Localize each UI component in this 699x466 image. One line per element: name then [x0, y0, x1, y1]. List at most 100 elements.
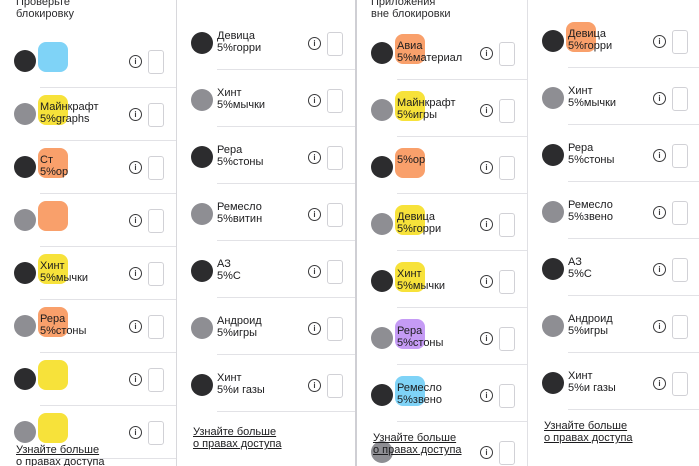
info-icon[interactable]: i — [129, 373, 142, 386]
list-item[interactable]: АЗ 5%С i — [528, 242, 699, 296]
list-item[interactable]: i — [0, 405, 176, 459]
list-item[interactable]: i — [0, 34, 176, 88]
info-icon[interactable]: i — [129, 214, 142, 227]
column-4: Девица 5%горри i Хинт 5%мычки i Рерa 5%стоны… — [527, 0, 699, 466]
toggle-switch[interactable] — [672, 30, 688, 54]
list-item[interactable]: Хинт 5%и газы i — [177, 358, 355, 412]
toggle-switch[interactable] — [499, 213, 515, 237]
info-icon[interactable]: i — [480, 389, 493, 402]
list-item[interactable]: Девица 5%горри i — [357, 197, 527, 251]
toggle-switch[interactable] — [148, 421, 164, 445]
toggle-switch[interactable] — [148, 262, 164, 286]
info-icon[interactable]: i — [480, 446, 493, 459]
info-icon[interactable]: i — [308, 208, 321, 221]
info-icon[interactable]: i — [129, 108, 142, 121]
toggle-switch[interactable] — [327, 317, 343, 341]
list-item[interactable]: Хинт 5%и газы i — [528, 356, 699, 410]
toggle-switch[interactable] — [327, 32, 343, 56]
info-icon[interactable]: i — [308, 379, 321, 392]
list-item[interactable]: Ремесло 5%звено i — [528, 185, 699, 239]
toggle-switch[interactable] — [148, 315, 164, 339]
info-icon[interactable]: i — [480, 332, 493, 345]
info-icon[interactable]: i — [480, 104, 493, 117]
list-item[interactable]: Андроид 5%игры i — [528, 299, 699, 353]
info-icon[interactable]: i — [129, 426, 142, 439]
info-icon[interactable]: i — [653, 149, 666, 162]
toggle-switch[interactable] — [148, 156, 164, 180]
list-item[interactable]: Хинт 5%мычки i — [0, 246, 176, 300]
info-icon[interactable]: i — [480, 47, 493, 60]
list-item[interactable]: Ремесло 5%витин i — [177, 187, 355, 241]
toggle-switch[interactable] — [499, 156, 515, 180]
toggle-switch[interactable] — [148, 103, 164, 127]
app-icon — [395, 262, 425, 292]
toggle-switch[interactable] — [327, 374, 343, 398]
list-item[interactable]: Девица 5%горри i — [177, 16, 355, 70]
toggle-switch[interactable] — [672, 201, 688, 225]
info-icon[interactable]: i — [480, 275, 493, 288]
toggle-switch[interactable] — [148, 368, 164, 392]
info-icon[interactable]: i — [480, 161, 493, 174]
list-item[interactable]: Майнкрафт 5%игры i — [357, 83, 527, 137]
permissions-link[interactable]: Узнайте больше о правах доступа — [193, 426, 282, 450]
list-item[interactable]: Девица 5%горри i — [528, 14, 699, 68]
toggle-switch[interactable] — [327, 260, 343, 284]
list-item[interactable]: Рерa 5%стоны i — [177, 130, 355, 184]
list-item[interactable]: Ст 5%ор i — [0, 140, 176, 194]
toggle-switch[interactable] — [499, 270, 515, 294]
divider — [568, 409, 699, 410]
info-icon[interactable]: i — [308, 37, 321, 50]
list-item[interactable]: Хинт 5%мычки i — [528, 71, 699, 125]
toggle-switch[interactable] — [499, 441, 515, 465]
list-item[interactable]: i — [0, 193, 176, 247]
toggle-switch[interactable] — [672, 372, 688, 396]
list-item[interactable]: Андроид 5%игры i — [177, 301, 355, 355]
list-item[interactable]: Рерa 5%стоны i — [528, 128, 699, 182]
toggle-switch[interactable] — [499, 327, 515, 351]
info-icon[interactable]: i — [653, 377, 666, 390]
list-item[interactable]: 5%ор i — [357, 140, 527, 194]
permissions-link[interactable]: Узнайте больше о правах доступа — [16, 444, 105, 466]
info-icon[interactable]: i — [129, 320, 142, 333]
permissions-link[interactable]: Узнайте больше о правах доступа — [544, 420, 633, 444]
toggle-switch[interactable] — [672, 87, 688, 111]
toggle-switch[interactable] — [499, 99, 515, 123]
info-icon[interactable]: i — [308, 265, 321, 278]
info-icon[interactable]: i — [653, 206, 666, 219]
toggle-switch[interactable] — [672, 315, 688, 339]
permissions-link[interactable]: Узнайте больше о правах доступа — [373, 432, 462, 456]
list-item[interactable]: i — [0, 352, 176, 406]
list-item[interactable]: i — [357, 425, 527, 466]
list-item[interactable]: Хинт 5%мычки i — [357, 254, 527, 308]
info-icon[interactable]: i — [653, 35, 666, 48]
list-item[interactable]: Рерa 5%стоны i — [0, 299, 176, 353]
toggle-switch[interactable] — [148, 50, 164, 74]
toggle-switch[interactable] — [327, 146, 343, 170]
app-avatar-icon — [542, 30, 564, 52]
info-icon[interactable]: i — [129, 55, 142, 68]
toggle-switch[interactable] — [148, 209, 164, 233]
info-icon[interactable]: i — [480, 218, 493, 231]
toggle-switch[interactable] — [327, 203, 343, 227]
toggle-switch[interactable] — [327, 89, 343, 113]
list-item[interactable]: Майнкрафт 5%graphs i — [0, 87, 176, 141]
info-icon[interactable]: i — [653, 263, 666, 276]
list-item[interactable]: Ремесло 5%звено i — [357, 368, 527, 422]
info-icon[interactable]: i — [653, 320, 666, 333]
toggle-switch[interactable] — [499, 384, 515, 408]
app-avatar-icon — [14, 50, 36, 72]
info-icon[interactable]: i — [308, 322, 321, 335]
toggle-switch[interactable] — [499, 42, 515, 66]
toggle-switch[interactable] — [672, 258, 688, 282]
list-item[interactable]: Авиа 5%материал i — [357, 26, 527, 80]
list-item[interactable]: Хинт 5%мычки i — [177, 73, 355, 127]
info-icon[interactable]: i — [308, 94, 321, 107]
toggle-switch[interactable] — [672, 144, 688, 168]
info-icon[interactable]: i — [129, 161, 142, 174]
info-icon[interactable]: i — [308, 151, 321, 164]
info-icon[interactable]: i — [653, 92, 666, 105]
list-item[interactable]: Рерa 5%стоны i — [357, 311, 527, 365]
list-item[interactable]: АЗ 5%С i — [177, 244, 355, 298]
divider — [397, 307, 527, 308]
info-icon[interactable]: i — [129, 267, 142, 280]
